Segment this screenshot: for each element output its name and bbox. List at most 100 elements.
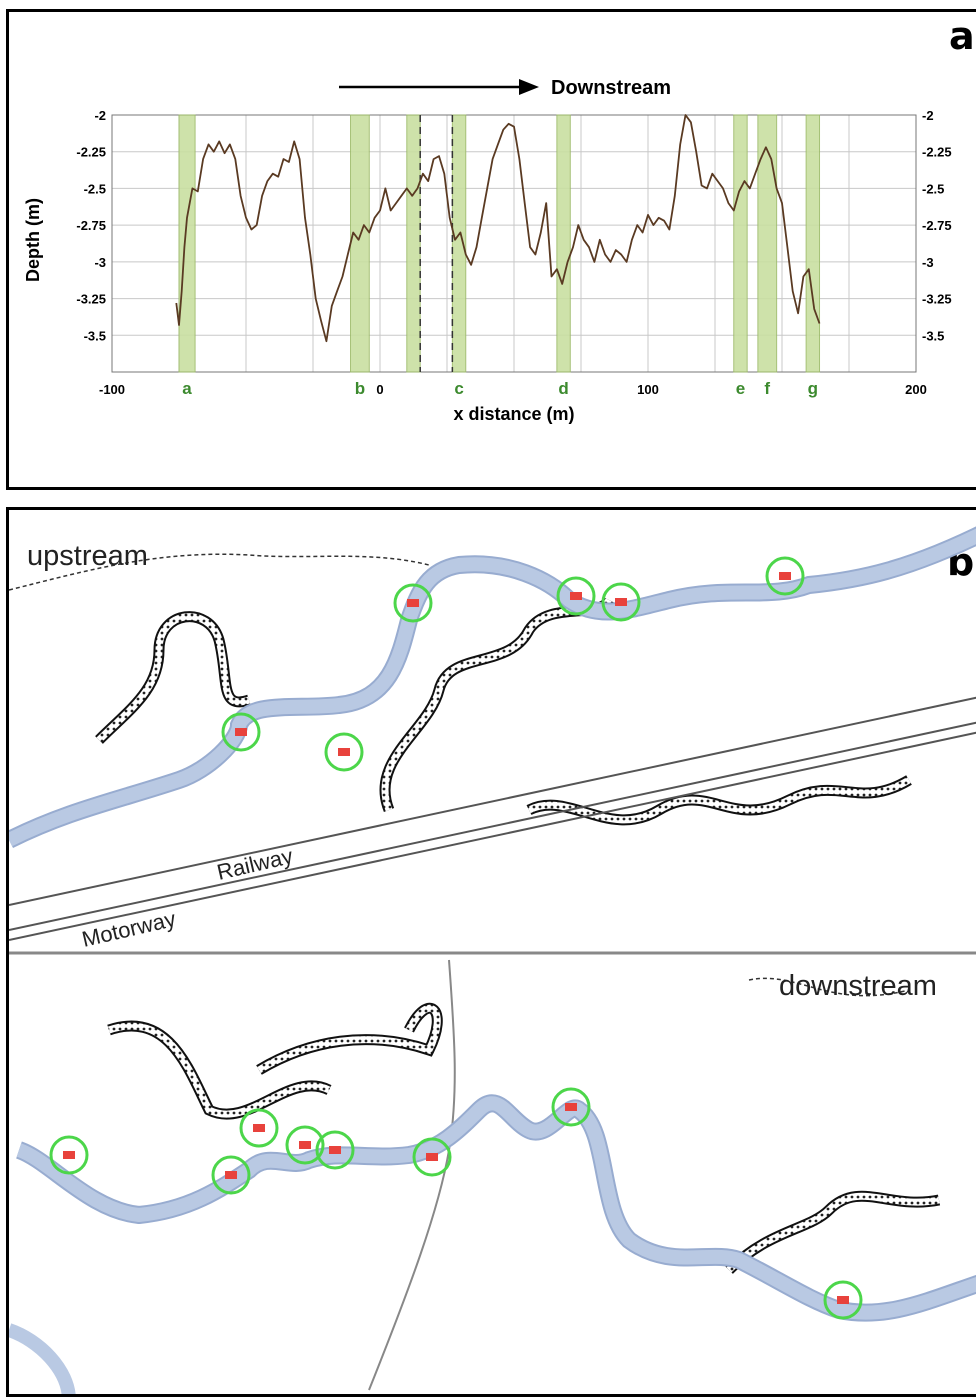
band-label: g [808,379,818,398]
sample-marker [329,1146,341,1154]
highlight-circle [315,1130,355,1170]
y-tick-label-right: -2.5 [922,181,944,196]
x-tick-label: 200 [905,382,927,397]
y-tick-label-left: -3.25 [76,292,106,307]
chart-axes: -2 -2 -2.25 -2.25 -2.5 -2.5 -2.75 -2.75 -3 -3 -3.2… [76,108,951,397]
depth-line-series [175,114,821,343]
highlight-band [350,114,370,373]
railway-line-2 [9,731,976,941]
y-tick-label-left: -2.5 [84,181,106,196]
depth-line [175,114,821,343]
sample-marker [235,728,247,736]
y-tick-label-right: -3 [922,255,934,270]
downstream-contour [748,977,910,997]
highlight-band [733,114,748,373]
river-maps-svg: Railway Motorway [9,526,976,1394]
y-tick-label-left: -2.75 [76,218,106,233]
highlight-band [805,114,821,373]
downstream-channel-hatch-3 [726,1192,940,1273]
dashed-markers [419,115,454,372]
y-tick-label-right: -3.5 [922,328,944,343]
sample-marker [426,1153,438,1161]
highlight-band [178,114,196,373]
highlight-circle [765,556,805,596]
y-tick-label-right: -2 [922,108,934,123]
highlight-band [757,114,778,373]
sample-marker [779,572,791,580]
upstream-map: Railway Motorway [9,526,976,952]
highlight-band [451,114,467,373]
highlight-circle [211,1155,251,1195]
upstream-channel-outline-2 [379,596,614,813]
x-axis-title: x distance (m) [453,404,574,424]
band-label: c [454,379,463,398]
highlight-band [556,114,571,373]
upstream-highlight-circles [221,556,805,772]
sample-marker [565,1103,577,1111]
panel-b-river-maps: b Railway Motorway [6,507,976,1397]
highlight-circle [221,712,261,752]
downstream-map [9,959,976,1394]
highlight-circle [412,1137,452,1177]
y-tick-label-left: -2.25 [76,145,106,160]
sample-marker [338,748,350,756]
band-label: e [736,379,745,398]
highlight-circle [49,1135,89,1175]
x-tick-label: -100 [99,382,125,397]
upstream-contour [9,553,430,591]
downstream-arrow: Downstream [339,77,671,99]
y-axis-title: Depth (m) [23,198,43,282]
highlight-circle [285,1125,325,1165]
sample-marker [570,592,582,600]
upstream-label: upstream [27,540,148,572]
sample-marker [837,1296,849,1304]
y-tick-label-right: -2.75 [922,218,952,233]
downstream-channel-hatch-2 [257,1004,441,1074]
upstream-river [9,528,976,847]
highlight-circle [556,576,596,616]
sample-marker [225,1171,237,1179]
downstream-tributary [9,1323,76,1394]
x-tick-label: 100 [637,382,659,397]
highlight-circle [239,1108,279,1148]
highlight-circle [823,1280,863,1320]
band-label: a [182,379,192,398]
chart-grid [111,114,917,373]
downstream-channel-hatch [107,1022,331,1118]
upstream-channel-hatch-2 [381,597,613,812]
band-label: d [558,379,568,398]
y-tick-label-right: -3.25 [922,292,952,307]
sample-marker [63,1151,75,1159]
highlight-circle [601,582,641,622]
highlight-circle [551,1087,591,1127]
band-label: f [764,379,770,398]
band-label: b [355,379,365,398]
arrow-head [519,79,539,95]
downstream-label-map: downstream [779,970,937,1002]
y-tick-label-left: -3.5 [84,328,106,343]
y-tick-label-left: -3 [94,255,106,270]
x-tick-label: 0 [376,382,383,397]
railway-label: Railway [215,843,296,885]
downstream-highlight-circles [49,1087,863,1320]
panel-a-letter: a [949,14,975,58]
downstream-river [16,1096,976,1320]
sample-marker [299,1141,311,1149]
upstream-channel-hatch [96,613,251,743]
y-tick-label-left: -2 [94,108,106,123]
y-tick-label-right: -2.25 [922,145,952,160]
highlight-circle [324,732,364,772]
railway-line [9,721,976,931]
downstream-label: Downstream [551,77,671,99]
highlight-band [406,114,421,373]
motorway-edge [9,696,976,906]
motorway-label: Motorway [80,906,179,952]
sample-marker [253,1124,265,1132]
downstream-channel-outline [107,1020,332,1120]
plot-frame [111,114,917,373]
sample-marker [407,599,419,607]
highlight-circle [393,583,433,623]
